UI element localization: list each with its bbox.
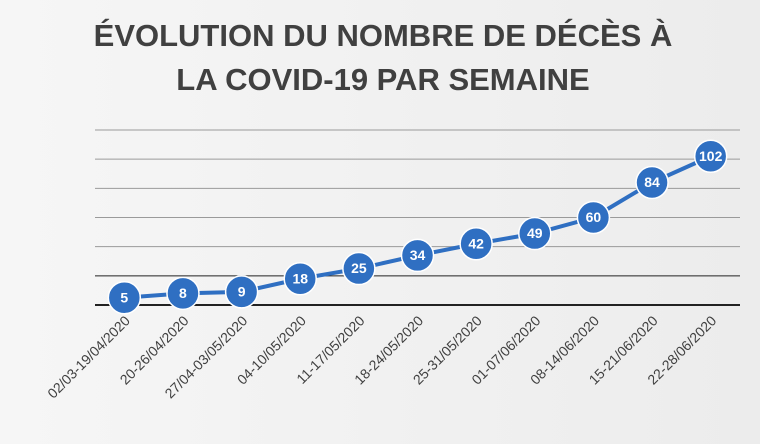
- data-label: 42: [468, 235, 484, 251]
- x-tick-label: 02/03-19/04/2020: [44, 312, 133, 401]
- data-label: 34: [410, 247, 426, 263]
- data-label: 25: [351, 260, 367, 276]
- data-point: [693, 139, 728, 173]
- chart-title: ÉVOLUTION DU NOMBRE DE DÉCÈS À: [94, 18, 673, 53]
- data-label: 18: [292, 270, 308, 286]
- data-point: [283, 262, 317, 296]
- data-point: [459, 227, 493, 261]
- data-line: [124, 154, 712, 300]
- data-point: [576, 200, 611, 235]
- data-point: [166, 276, 200, 311]
- data-point: [107, 280, 142, 315]
- data-label: 49: [527, 225, 543, 241]
- data-point: [518, 216, 552, 251]
- data-label: 8: [179, 285, 187, 301]
- data-label: 102: [699, 148, 723, 164]
- chart-title: LA COVID-19 PAR SEMAINE: [176, 62, 589, 97]
- data-point: [224, 275, 259, 309]
- data-label: 84: [644, 174, 660, 190]
- data-label: 60: [586, 209, 602, 225]
- data-point: [342, 251, 376, 286]
- data-point: [635, 165, 669, 200]
- data-label: 5: [120, 289, 128, 305]
- data-point: [400, 238, 435, 273]
- data-label: 9: [238, 284, 246, 300]
